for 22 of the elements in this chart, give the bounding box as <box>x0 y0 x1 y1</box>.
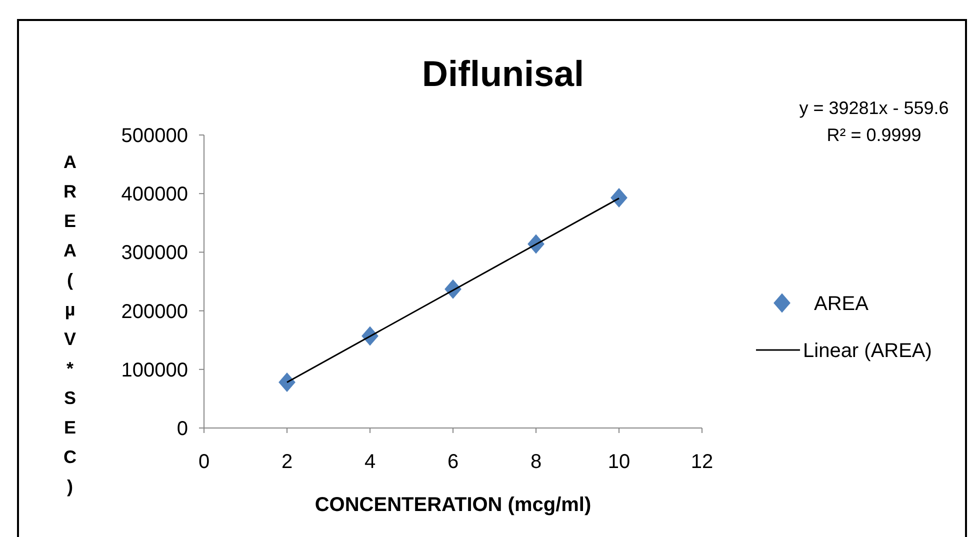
y-tick-label: 200000 <box>121 300 188 323</box>
y-tick-label: 0 <box>176 418 188 440</box>
x-axis-title: CONCENTERATION (mcg/ml) <box>314 494 592 516</box>
point <box>278 372 296 392</box>
x-tick-label: 2 <box>281 451 293 473</box>
legend-label: AREA <box>814 293 870 315</box>
x-tick-label: 6 <box>447 451 459 473</box>
x-tick-label: 10 <box>608 451 630 473</box>
text: AREA (µV*SEC) <box>64 152 76 496</box>
y-tick-label: 500000 <box>121 125 188 147</box>
x-tick-label: 0 <box>198 451 210 473</box>
text: y = 39281x - 559.6 <box>799 98 949 118</box>
text: R² = 0.9999 <box>826 125 922 145</box>
x-tick-label: 12 <box>690 451 714 473</box>
y-tick-label: 100000 <box>121 359 188 382</box>
x-tick-label: 4 <box>364 451 376 473</box>
x-tick-label: 8 <box>530 451 542 473</box>
chart-title: Diflunisal <box>422 53 584 94</box>
point <box>610 188 628 208</box>
legend-label: Linear (AREA) <box>803 340 932 362</box>
y-tick-label: 400000 <box>121 184 188 206</box>
y-tick-label: 300000 <box>121 242 188 264</box>
